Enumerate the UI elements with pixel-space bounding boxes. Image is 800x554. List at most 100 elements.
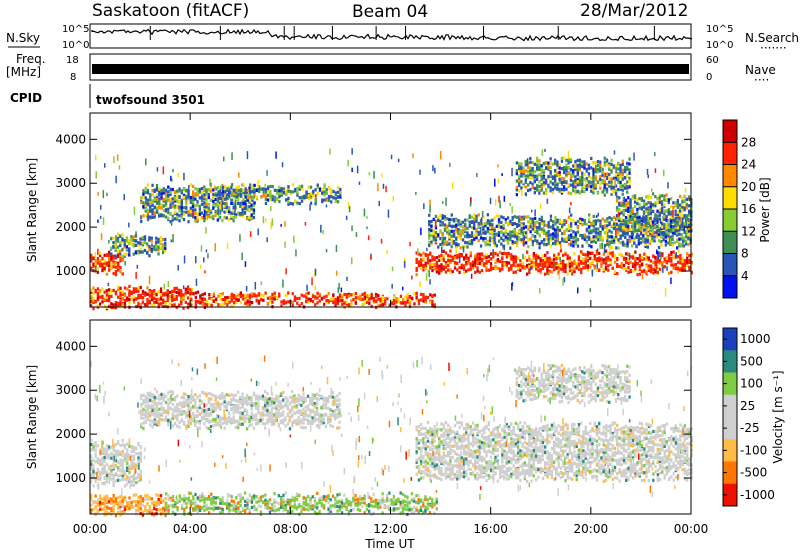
- echo-cell: [620, 203, 623, 207]
- echo-cell: [536, 156, 539, 160]
- echo-cell: [647, 268, 650, 272]
- echo-cell: [316, 296, 319, 300]
- echo-cell: [182, 218, 186, 222]
- echo-cell: [549, 161, 552, 165]
- echo-cell: [680, 237, 683, 241]
- echo-cell: [586, 253, 590, 257]
- echo-cell: [158, 197, 161, 201]
- echo-cell: [424, 297, 427, 301]
- echo-cell: [170, 221, 173, 226]
- echo-cell: [558, 166, 561, 170]
- echo-cell: [551, 175, 555, 179]
- echo-cell: [540, 178, 543, 182]
- echo-cell: [576, 173, 579, 177]
- echo-cell: [155, 194, 159, 198]
- echo-cell: [589, 251, 592, 256]
- echo-cell: [545, 233, 548, 237]
- echo-cell: [205, 227, 207, 234]
- echo-cell: [576, 177, 579, 182]
- echo-cell: [173, 286, 176, 290]
- echo-cell: [132, 252, 135, 256]
- echo-cell: [656, 258, 659, 262]
- echo-cell: [105, 272, 109, 276]
- echo-cell: [230, 304, 233, 308]
- echo-cell: [155, 508, 158, 512]
- echo-cell: [114, 248, 117, 252]
- echo-cell: [608, 235, 611, 239]
- echo-cell: [578, 168, 582, 172]
- echo-cell: [167, 504, 170, 508]
- echo-cell: [119, 241, 122, 245]
- echo-cell: [101, 287, 104, 291]
- echo-cell: [647, 267, 650, 271]
- echo-cell: [224, 197, 227, 201]
- echo-cell: [498, 259, 502, 263]
- echo-cell: [225, 199, 228, 203]
- echo-cell: [565, 166, 568, 170]
- echo-cell: [509, 230, 512, 234]
- echo-cell: [459, 229, 462, 233]
- echo-cell: [476, 257, 479, 261]
- echo-cell: [217, 197, 220, 201]
- echo-cell: [681, 200, 684, 204]
- echo-cell: [554, 240, 557, 244]
- freq-trace: [92, 64, 689, 74]
- echo-cell: [473, 223, 476, 227]
- echo-cell: [494, 178, 496, 187]
- echo-cell: [592, 224, 595, 228]
- echo-cell: [517, 256, 520, 260]
- echo-cell: [226, 295, 229, 300]
- echo-cell: [435, 256, 439, 260]
- echo-cell: [554, 231, 557, 235]
- echo-cell: [108, 292, 111, 296]
- echo-cell: [684, 188, 687, 193]
- echo-cell: [488, 236, 492, 240]
- echo-cell: [103, 266, 106, 270]
- echo-cell: [624, 208, 628, 212]
- echo-cell: [470, 234, 474, 238]
- echo-cell: [148, 275, 151, 285]
- echo-cell: [456, 254, 459, 258]
- echo-cell: [443, 217, 447, 221]
- echo-cell: [549, 186, 552, 190]
- echo-cell: [114, 247, 117, 251]
- echo-cell: [96, 504, 100, 508]
- echo-cell: [438, 264, 441, 268]
- echo-cell: [689, 240, 692, 245]
- echo-cell: [164, 203, 168, 207]
- echo-cell: [285, 268, 287, 275]
- echo-cell: [576, 225, 580, 229]
- echo-cell: [565, 237, 568, 241]
- echo-cell: [636, 273, 639, 277]
- echo-cell: [550, 258, 554, 262]
- echo-cell: [625, 252, 628, 256]
- echo-cell: [160, 206, 163, 210]
- echo-cell: [243, 210, 247, 214]
- echo-cell: [576, 171, 579, 175]
- echo-cell: [605, 158, 609, 162]
- echo-cell: [587, 172, 591, 176]
- echo-cell: [557, 268, 560, 272]
- echo-cell: [452, 240, 456, 244]
- echo-cell: [351, 225, 353, 232]
- echo-cell: [649, 196, 652, 200]
- echo-cell: [658, 261, 662, 265]
- echo-cell: [661, 252, 664, 256]
- echo-cell: [300, 199, 304, 203]
- echo-cell: [108, 506, 111, 510]
- echo-cell: [588, 231, 591, 235]
- echo-cell: [132, 287, 136, 291]
- echo-cell: [477, 230, 480, 234]
- echo-cell: [504, 235, 507, 239]
- echo-cell: [354, 291, 357, 296]
- echo-cell: [495, 224, 498, 228]
- echo-cell: [128, 284, 131, 288]
- echo-cell: [182, 295, 185, 299]
- echo-cell: [180, 497, 184, 501]
- echo-cell: [191, 205, 195, 209]
- echo-cell: [620, 261, 623, 266]
- echo-cell: [617, 162, 620, 166]
- echo-cell: [607, 251, 610, 255]
- echo-cell: [366, 298, 369, 302]
- echo-cell: [681, 262, 684, 266]
